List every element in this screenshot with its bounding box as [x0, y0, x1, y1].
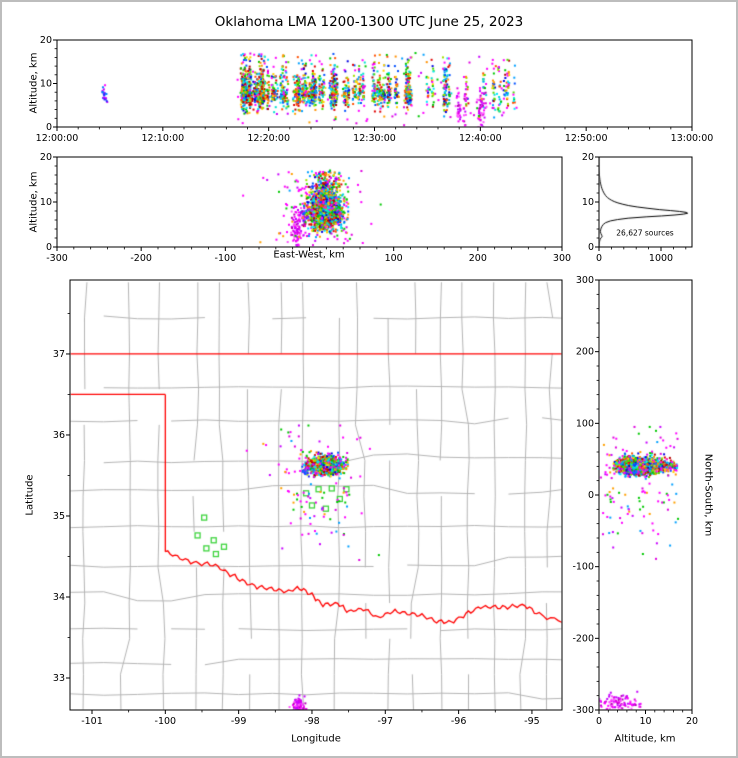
y-tick-label: 37 [53, 349, 65, 360]
x-tick-label: 12:50:00 [565, 133, 608, 144]
y-tick-label: -100 [572, 562, 594, 573]
y-tick-label: 10 [40, 197, 52, 208]
x-label-ew-height: East-West, km [273, 249, 345, 261]
x-tick-label: -99 [231, 716, 247, 727]
y-tick-label: -200 [572, 633, 594, 644]
x-tick-label: 12:40:00 [459, 133, 502, 144]
y-tick-label: 20 [582, 152, 594, 163]
y-tick-label: 20 [40, 152, 52, 163]
x-tick-label: 12:00:00 [36, 133, 79, 144]
x-tick-label: -200 [130, 253, 152, 264]
y-tick-label: 10 [40, 79, 52, 90]
x-tick-label: 1000 [649, 253, 673, 264]
x-tick-label: -100 [215, 253, 237, 264]
map-frame [69, 279, 563, 711]
x-tick-label: 10 [639, 716, 651, 727]
x-tick-label: -101 [81, 716, 103, 727]
y-tick-label: 34 [53, 592, 65, 603]
x-label-ns-alt: Altitude, km [614, 733, 676, 745]
y-tick-label: 200 [576, 347, 594, 358]
x-tick-label: 12:20:00 [247, 133, 290, 144]
x-tick-label: -97 [378, 716, 394, 727]
x-tick-label: 300 [553, 253, 571, 264]
y-tick-label: 35 [53, 511, 65, 522]
y-tick-label: 100 [576, 418, 594, 429]
x-tick-label: -95 [524, 716, 540, 727]
x-tick-label: 12:10:00 [141, 133, 184, 144]
x-tick-label: 12:30:00 [353, 133, 396, 144]
y-tick-label: 0 [588, 490, 594, 501]
x-tick-label: -98 [304, 716, 320, 727]
x-tick-label: -300 [46, 253, 68, 264]
x-tick-label: 13:00:00 [671, 133, 714, 144]
x-tick-label: 0 [596, 253, 602, 264]
source-count-label: 26,627 sources [616, 228, 674, 238]
y-tick-label: 33 [53, 673, 65, 684]
x-tick-label: 20 [686, 716, 698, 727]
y-label-time-height: Altitude, km [28, 52, 40, 114]
x-tick-label: 200 [469, 253, 487, 264]
y-tick-label: 300 [576, 275, 594, 286]
y-label-ew-height: Altitude, km [28, 171, 40, 233]
y-tick-label: 0 [46, 242, 52, 253]
y-tick-label: 0 [588, 242, 594, 253]
y-tick-label: 0 [46, 122, 52, 133]
x-tick-label: 0 [596, 716, 602, 727]
y-tick-label: -300 [572, 705, 594, 716]
time-height-frame [56, 39, 693, 128]
y-label-ns-alt: North-South, km [702, 453, 714, 537]
x-tick-label: -96 [451, 716, 467, 727]
y-tick-label: 10 [582, 197, 594, 208]
x-label-map: Longitude [291, 733, 341, 745]
ns-alt-frame [598, 279, 693, 711]
x-tick-label: 100 [385, 253, 403, 264]
figure-title: Oklahoma LMA 1200-1300 UTC June 25, 2023 [214, 14, 524, 30]
y-tick-label: 36 [53, 430, 65, 441]
ew-height-frame [56, 156, 563, 248]
x-tick-label: -100 [155, 716, 177, 727]
y-label-map: Latitude [24, 474, 36, 516]
y-tick-label: 20 [40, 35, 52, 46]
